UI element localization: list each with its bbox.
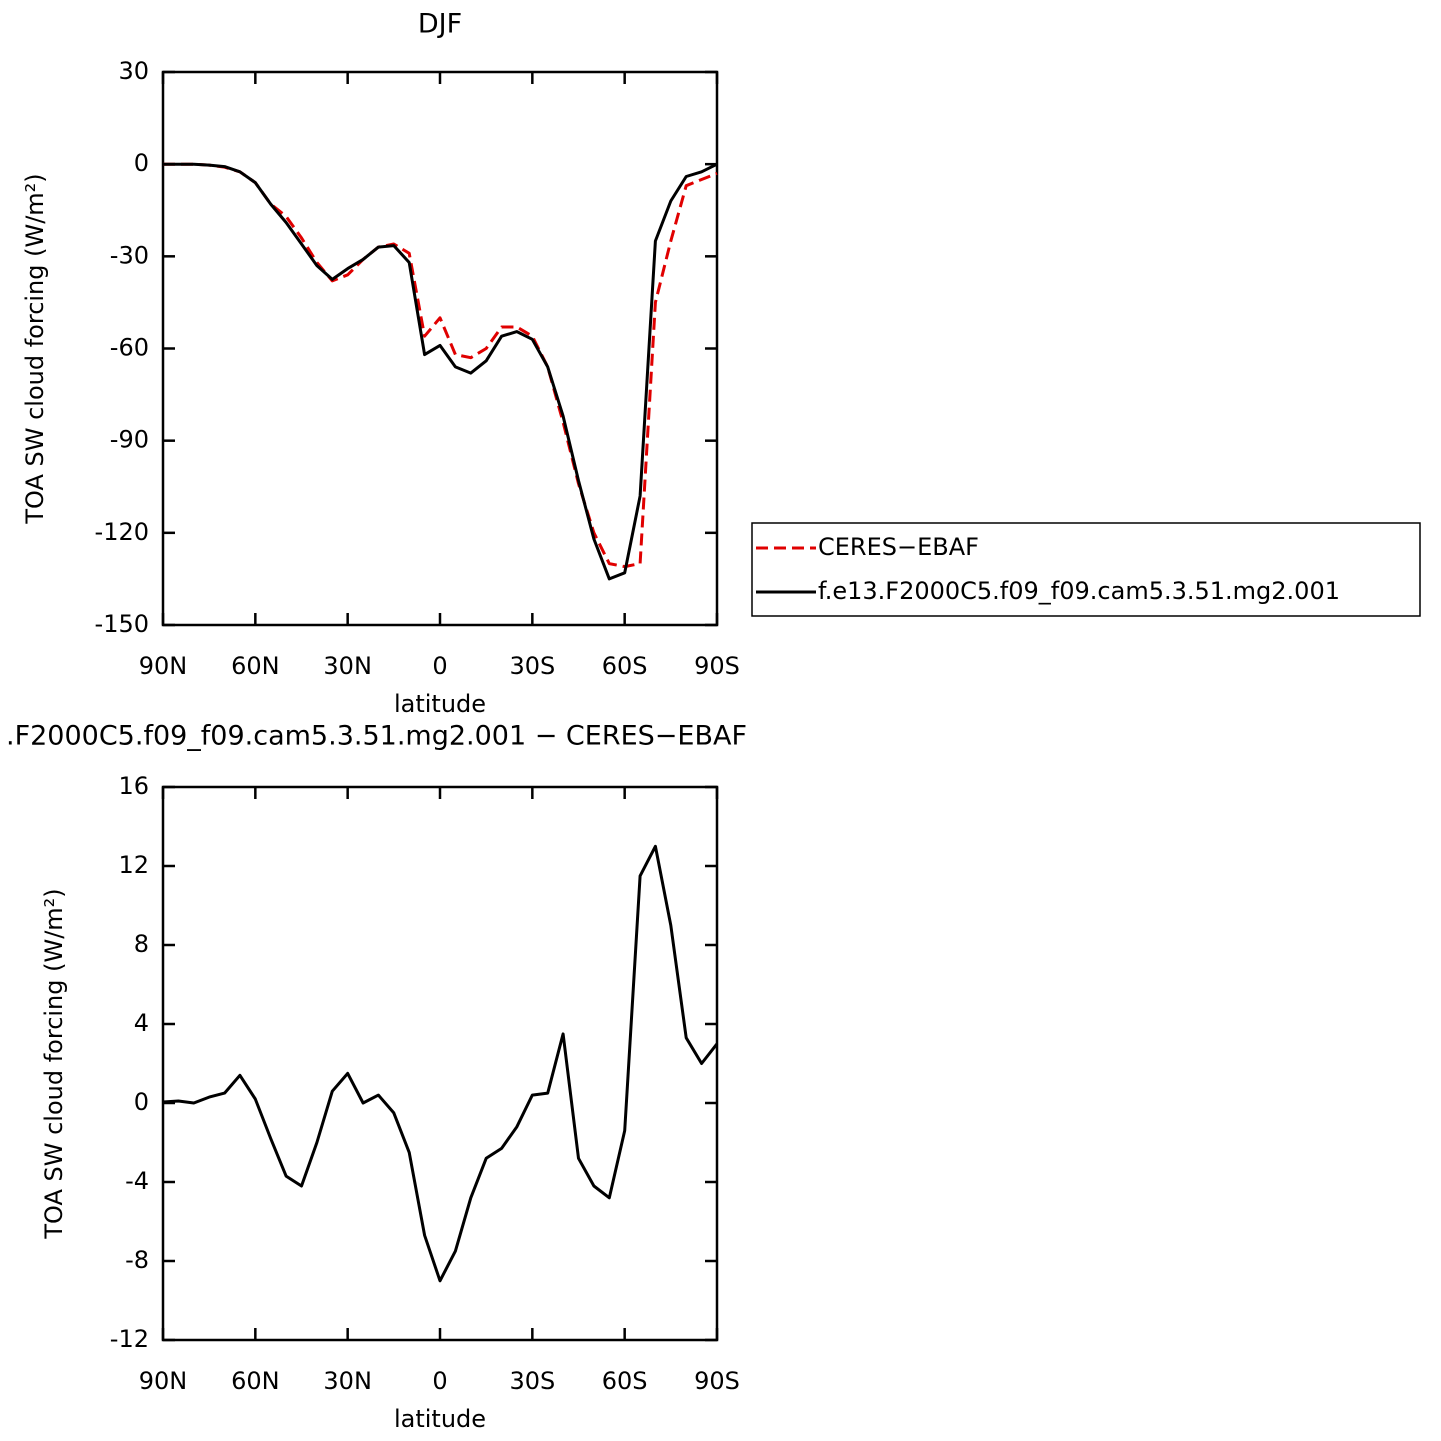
legend-label: f.e13.F2000C5.f09_f09.cam5.3.51.mg2.001	[818, 577, 1340, 605]
x-tick-label: 0	[432, 1367, 447, 1395]
y-tick-label: -4	[125, 1167, 149, 1195]
y-tick-label: 30	[118, 57, 149, 85]
legend-label: CERES−EBAF	[818, 533, 979, 561]
x-tick-label: 30N	[323, 1367, 372, 1395]
y-tick-label: 0	[134, 149, 149, 177]
x-tick-label: 30S	[509, 652, 555, 680]
x-tick-label: 60N	[231, 1367, 280, 1395]
legend-box	[751, 522, 1421, 617]
chart-title: .F2000C5.f09_f09.cam5.3.51.mg2.001 − CER…	[6, 721, 747, 752]
x-axis-label: latitude	[394, 1405, 486, 1433]
x-tick-label: 90N	[139, 1367, 188, 1395]
chart-title: DJF	[418, 9, 462, 40]
x-tick-label: 90S	[694, 652, 740, 680]
y-tick-label: -90	[110, 426, 149, 454]
x-tick-label: 90S	[694, 1367, 740, 1395]
y-tick-label: 8	[134, 930, 149, 958]
y-tick-label: 4	[134, 1009, 149, 1037]
y-tick-label: -150	[95, 610, 149, 638]
y-axis-label: TOA SW cloud forcing (W/m²)	[40, 888, 68, 1239]
y-tick-label: -12	[110, 1325, 149, 1353]
x-axis-label: latitude	[394, 690, 486, 718]
y-tick-label: -8	[125, 1246, 149, 1274]
x-tick-label: 60S	[602, 652, 648, 680]
y-tick-label: 16	[118, 772, 149, 800]
series-line	[163, 162, 718, 581]
x-tick-label: 30S	[509, 1367, 555, 1395]
x-tick-label: 90N	[139, 652, 188, 680]
series-line	[163, 162, 718, 569]
y-tick-label: -60	[110, 334, 149, 362]
plot-frame	[161, 70, 719, 627]
x-tick-label: 0	[432, 652, 447, 680]
y-tick-label: 12	[118, 851, 149, 879]
y-tick-label: -120	[95, 518, 149, 546]
y-tick-label: -30	[110, 241, 149, 269]
y-axis-label: TOA SW cloud forcing (W/m²)	[21, 173, 49, 524]
x-tick-label: 30N	[323, 652, 372, 680]
y-tick-label: 0	[134, 1088, 149, 1116]
plot-frame	[161, 785, 719, 1342]
x-tick-label: 60N	[231, 652, 280, 680]
x-tick-label: 60S	[602, 1367, 648, 1395]
series-line	[162, 844, 719, 1283]
